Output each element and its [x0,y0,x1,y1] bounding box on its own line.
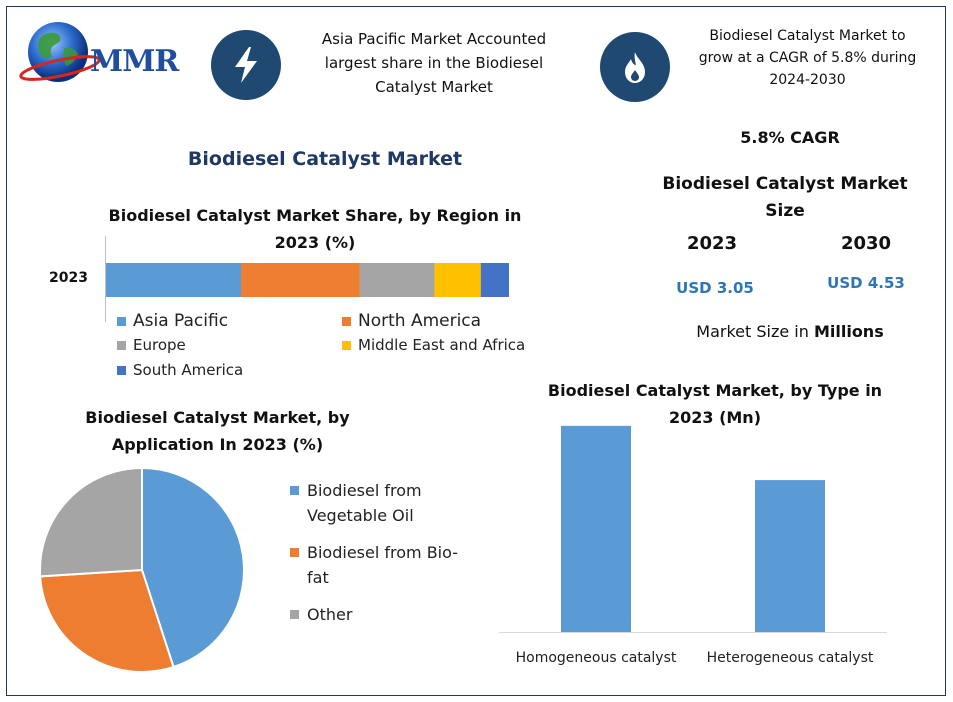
region-stacked-bar-chart [105,236,509,322]
region-legend-item-middle-east-and-africa: Middle East and Africa [342,336,525,354]
legend-label: North America [358,311,482,331]
region-legend-item-asia-pacific: Asia Pacific [117,311,228,331]
legend-swatch [290,486,299,495]
application-pie-chart [39,466,245,673]
flame-icon [600,32,670,102]
pie-legend-item-other: Other [290,602,352,627]
legend-swatch [117,365,126,375]
mmr-logo [18,18,193,90]
region-legend-item-europe: Europe [117,336,186,354]
type-category-label: Heterogeneous catalyst [707,650,874,666]
cagr-label: 5.8% CAGR [740,128,840,147]
region-legend: Asia Pacific North America Europe Middle Ea… [117,311,557,386]
year-2030: 2030 [840,233,892,254]
pie-legend-item-biodiesel-from-bio-fat: Biodiesel from Bio-fat [290,540,458,590]
legend-label: Middle East and Africa [358,336,526,354]
unit-bold: Millions [813,322,884,341]
application-chart-title: Biodiesel Catalyst Market, by Applicatio… [85,408,350,454]
asia-pacific-info: Asia Pacific Market Accounted largest sh… [321,30,547,96]
pie-slice-other [39,466,143,578]
region-category-label: 2023 [49,270,88,286]
legend-swatch [290,548,299,557]
legend-swatch [342,340,351,350]
pie-slice-biodiesel-from-bio-fat [39,568,175,673]
logo-text: MMR [90,44,179,79]
legend-swatch [117,340,126,350]
legend-swatch [342,316,351,326]
lightning-icon [211,30,281,100]
region-bar-segment-south-america [480,263,509,297]
region-legend-item-north-america: North America [342,311,481,331]
cagr-info: Biodiesel Catalyst Market to grow at a C… [698,28,917,88]
infographic-frame [6,6,946,696]
type-column-chart: Homogeneous catalyst Heterogeneous cataly… [499,425,887,666]
pie-legend-item-biodiesel-from-vegetable-oil: Biodiesel from Vegetable Oil [290,478,422,528]
value-2023: USD 3.05 [676,279,754,297]
region-bar-segment-asia-pacific [106,263,242,297]
legend-label: Other [307,605,353,624]
legend-swatch [290,610,299,619]
region-bar-segment-north-america [241,263,360,297]
region-legend-item-south-america: South America [117,361,243,379]
type-bar-heterogeneous-catalyst [755,480,825,632]
legend-label: Biodiesel from Vegetable Oil [307,481,422,525]
legend-swatch [117,316,126,326]
region-bar-segment-europe [359,263,435,297]
value-2030: USD 4.53 [827,274,905,292]
market-size-unit: Market Size in Millions [660,322,920,341]
globe-icon [19,22,101,82]
region-bar-segment-middle-east-and-africa [434,263,481,297]
year-2023: 2023 [686,233,738,254]
legend-label: South America [133,361,244,379]
region-chart-title: Biodiesel Catalyst Market Share, by Regi… [108,206,522,252]
type-bar-homogeneous-catalyst [561,425,631,632]
main-title: Biodiesel Catalyst Market [187,148,463,170]
pie-slice-biodiesel-from-vegetable-oil [141,466,245,669]
legend-label: Asia Pacific [133,311,229,331]
market-size-title: Biodiesel Catalyst Market Size [662,174,908,221]
type-category-label: Homogeneous catalyst [516,650,677,666]
type-chart-title: Biodiesel Catalyst Market, by Type in 20… [547,381,883,427]
legend-label: Europe [133,336,186,354]
legend-label: Biodiesel from Bio-fat [307,543,458,587]
unit-prefix: Market Size in [696,322,814,341]
